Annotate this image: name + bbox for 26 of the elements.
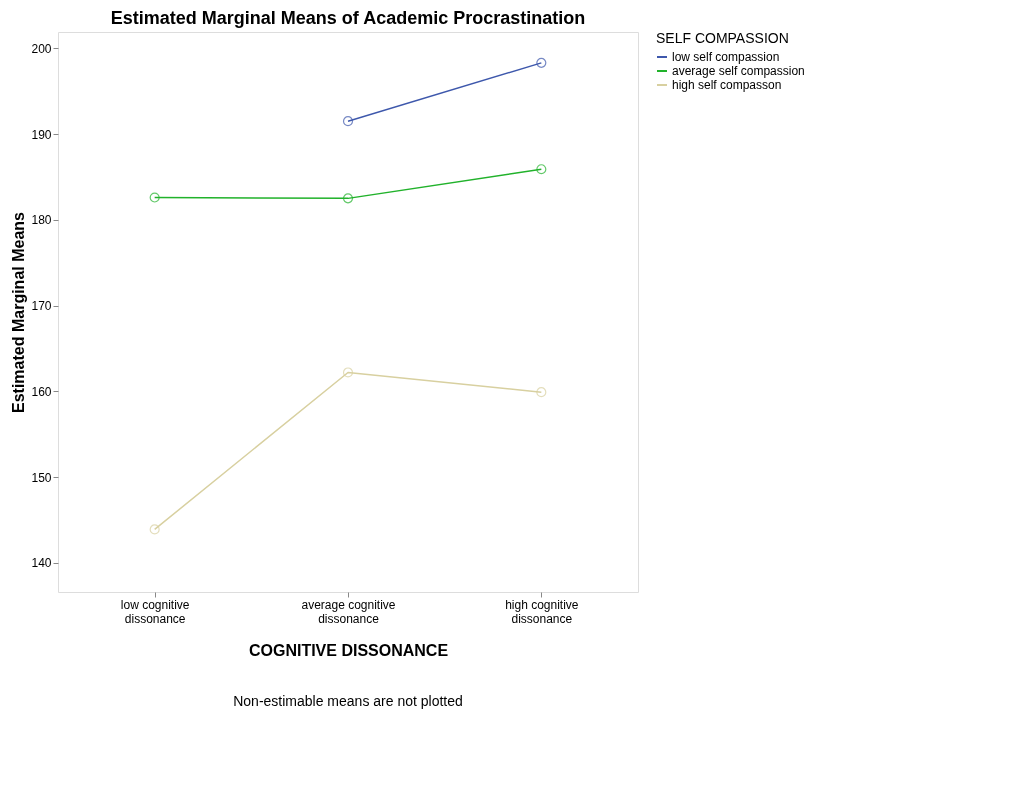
- legend-label: low self compassion: [672, 50, 780, 64]
- y-tick-label: 160: [31, 384, 52, 399]
- chart-title: Estimated Marginal Means of Academic Procrastination: [110, 8, 586, 28]
- legend-label: high self compasson: [672, 78, 782, 92]
- point: [342, 116, 354, 127]
- y-tick-label: 150: [31, 470, 52, 485]
- y-axis-title: Estimated Marginal Means: [10, 211, 28, 413]
- point: [536, 164, 547, 175]
- point: [149, 524, 160, 535]
- x-tick-label: low cognitive dissonance: [120, 597, 190, 626]
- legend-label: average self compassion: [672, 64, 805, 78]
- x-axis-title: COGNITIVE DISSONANCE: [248, 641, 449, 659]
- point: [342, 193, 354, 204]
- point: [536, 57, 547, 68]
- x-tick-label: high cognitive dissonance: [505, 597, 579, 626]
- point: [342, 367, 354, 378]
- y-tick-label: 170: [31, 299, 52, 314]
- point: [149, 192, 160, 203]
- y-tick-label: 180: [31, 213, 52, 228]
- text: Non-estimable means are not plotted: [233, 693, 463, 709]
- legend-title: SELF COMPASSION: [656, 30, 789, 46]
- point: [536, 387, 547, 398]
- y-tick-label: 140: [31, 556, 52, 571]
- x-tick-label: average cognitive dissonance: [301, 597, 396, 626]
- y-tick-label: 200: [31, 41, 52, 56]
- y-tick-label: 190: [31, 127, 52, 142]
